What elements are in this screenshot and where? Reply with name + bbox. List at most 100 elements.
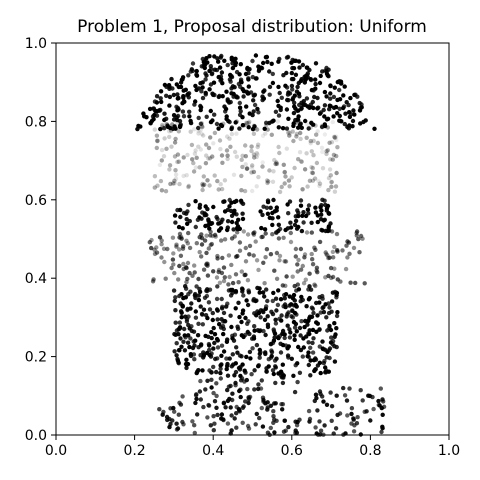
scatter-point	[255, 152, 260, 157]
scatter-point	[333, 104, 339, 110]
scatter-point	[180, 394, 185, 399]
scatter-point	[149, 245, 154, 251]
scatter-point	[273, 161, 278, 167]
scatter-point	[256, 386, 261, 392]
scatter-point	[330, 157, 335, 162]
scatter-point	[189, 142, 195, 148]
scatter-point	[196, 131, 201, 136]
scatter-point	[331, 255, 336, 260]
scatter-point	[254, 127, 260, 132]
scatter-point	[176, 129, 181, 134]
scatter-point	[173, 136, 178, 142]
scatter-point	[165, 124, 171, 130]
scatter-point	[330, 249, 336, 255]
scatter-point	[318, 428, 324, 433]
scatter-point	[332, 85, 337, 90]
scatter-point	[196, 293, 201, 298]
scatter-point	[164, 122, 169, 127]
scatter-point	[244, 121, 250, 126]
scatter-point	[313, 425, 318, 430]
scatter-point	[261, 260, 266, 265]
scatter-point	[314, 268, 319, 273]
scatter-point	[203, 333, 208, 339]
scatter-point	[255, 285, 260, 291]
scatter-point	[186, 314, 191, 319]
scatter-point	[171, 405, 176, 411]
scatter-point	[191, 339, 196, 344]
scatter-point	[297, 150, 303, 155]
scatter-point	[265, 322, 271, 327]
scatter-point	[273, 109, 279, 115]
scatter-point	[334, 344, 339, 350]
scatter-point	[185, 209, 190, 214]
scatter-point	[162, 136, 167, 141]
scatter-point	[169, 144, 174, 149]
scatter-point	[282, 169, 287, 175]
scatter-point	[294, 312, 299, 317]
scatter-point	[173, 320, 178, 325]
scatter-point	[238, 394, 243, 400]
scatter-point	[225, 156, 230, 162]
scatter-point	[193, 148, 198, 153]
scatter-point	[308, 77, 314, 83]
scatter-point	[244, 298, 249, 303]
scatter-point	[218, 363, 223, 368]
scatter-point	[199, 242, 205, 247]
scatter-point	[330, 290, 336, 295]
scatter-point	[276, 236, 282, 241]
scatter-point	[304, 230, 310, 235]
scatter-point	[298, 78, 304, 84]
scatter-point	[326, 273, 331, 279]
scatter-point	[380, 412, 385, 417]
scatter-point	[250, 112, 255, 118]
scatter-point	[154, 94, 160, 99]
scatter-point	[239, 157, 244, 162]
scatter-point	[328, 265, 334, 271]
scatter-point	[237, 226, 242, 231]
scatter-point	[324, 252, 329, 257]
scatter-point	[158, 126, 163, 132]
scatter-point	[318, 73, 323, 79]
scatter-point	[320, 149, 325, 155]
scatter-point	[212, 67, 217, 72]
scatter-point	[329, 184, 334, 189]
scatter-point	[280, 126, 286, 131]
scatter-point	[234, 425, 239, 430]
scatter-point	[254, 411, 259, 417]
scatter-point	[292, 165, 297, 171]
scatter-point	[333, 426, 339, 431]
scatter-point	[243, 162, 248, 167]
scatter-point	[292, 333, 297, 338]
scatter-point	[313, 210, 319, 215]
scatter-point	[207, 347, 212, 353]
scatter-point	[325, 116, 331, 122]
scatter-point	[309, 170, 315, 175]
scatter-point	[285, 353, 291, 358]
scatter-point	[173, 220, 178, 225]
scatter-point	[232, 149, 238, 155]
scatter-point	[320, 346, 326, 352]
scatter-point	[256, 142, 261, 147]
scatter-point	[298, 136, 303, 142]
scatter-point	[274, 161, 280, 167]
scatter-point	[164, 116, 169, 122]
scatter-point	[288, 220, 293, 225]
scatter-point	[292, 337, 297, 342]
scatter-point	[314, 395, 319, 401]
scatter-point	[326, 187, 331, 193]
scatter-point	[292, 100, 297, 106]
scatter-point	[291, 138, 296, 144]
scatter-point	[315, 95, 320, 101]
scatter-point	[208, 82, 214, 87]
scatter-point	[284, 107, 290, 112]
scatter-point	[210, 310, 215, 316]
scatter-point	[278, 105, 283, 110]
scatter-point	[174, 244, 179, 249]
y-tick-label: 0.2	[25, 350, 47, 366]
scatter-point	[170, 418, 175, 423]
scatter-point	[209, 377, 214, 382]
scatter-point	[203, 92, 208, 97]
scatter-point	[351, 417, 356, 422]
scatter-point	[237, 353, 243, 358]
scatter-point	[205, 263, 210, 268]
